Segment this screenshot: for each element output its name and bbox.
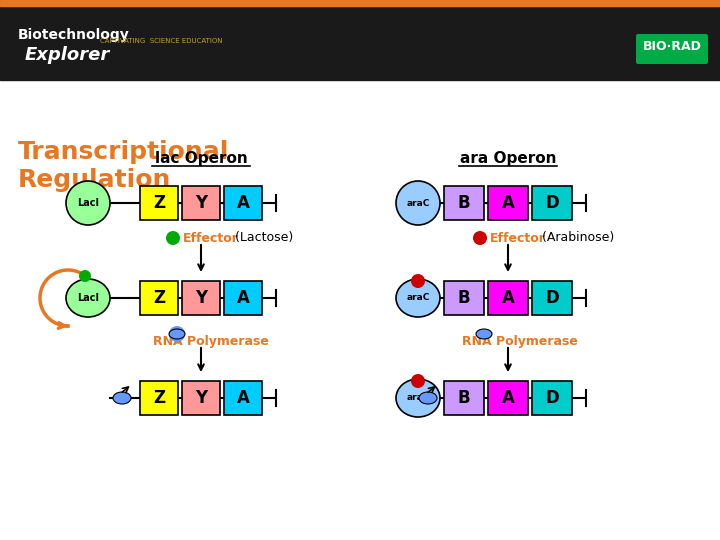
Text: araC: araC — [406, 199, 430, 207]
Circle shape — [166, 231, 180, 245]
Bar — [0, 0, 720, 6]
Text: A: A — [237, 194, 249, 212]
Text: A: A — [502, 389, 514, 407]
Ellipse shape — [476, 329, 492, 339]
Circle shape — [169, 326, 185, 342]
Text: A: A — [502, 289, 514, 307]
Text: (Lactose): (Lactose) — [231, 232, 293, 245]
FancyBboxPatch shape — [444, 186, 484, 220]
Ellipse shape — [396, 379, 440, 417]
Ellipse shape — [169, 329, 185, 339]
FancyBboxPatch shape — [488, 381, 528, 415]
Text: D: D — [545, 389, 559, 407]
Circle shape — [411, 374, 425, 388]
FancyBboxPatch shape — [532, 381, 572, 415]
Text: lac Operon: lac Operon — [155, 151, 248, 166]
FancyBboxPatch shape — [224, 381, 262, 415]
Text: BIO·RAD: BIO·RAD — [642, 40, 701, 53]
Circle shape — [473, 231, 487, 245]
Text: araC: araC — [406, 394, 430, 402]
Text: Effector: Effector — [490, 232, 546, 245]
Text: ara Operon: ara Operon — [460, 151, 557, 166]
FancyBboxPatch shape — [488, 281, 528, 315]
FancyBboxPatch shape — [224, 186, 262, 220]
FancyBboxPatch shape — [532, 186, 572, 220]
Text: RNA Polymerase: RNA Polymerase — [462, 335, 578, 348]
Circle shape — [396, 181, 440, 225]
FancyBboxPatch shape — [444, 281, 484, 315]
FancyBboxPatch shape — [636, 34, 708, 64]
Ellipse shape — [396, 279, 440, 317]
Text: D: D — [545, 289, 559, 307]
FancyBboxPatch shape — [224, 281, 262, 315]
Text: A: A — [502, 194, 514, 212]
FancyBboxPatch shape — [140, 281, 178, 315]
Text: A: A — [237, 289, 249, 307]
FancyBboxPatch shape — [532, 281, 572, 315]
Text: Z: Z — [153, 289, 165, 307]
FancyBboxPatch shape — [182, 381, 220, 415]
Text: Y: Y — [195, 289, 207, 307]
Ellipse shape — [419, 392, 437, 404]
Text: LacI: LacI — [77, 293, 99, 303]
FancyBboxPatch shape — [140, 186, 178, 220]
FancyBboxPatch shape — [182, 186, 220, 220]
Text: D: D — [545, 194, 559, 212]
FancyBboxPatch shape — [444, 381, 484, 415]
FancyBboxPatch shape — [140, 381, 178, 415]
Text: Y: Y — [195, 389, 207, 407]
Circle shape — [79, 270, 91, 282]
Text: (Arabinose): (Arabinose) — [538, 232, 614, 245]
Text: Biotechnology: Biotechnology — [18, 28, 130, 42]
Text: Y: Y — [195, 194, 207, 212]
Text: Z: Z — [153, 389, 165, 407]
Circle shape — [411, 274, 425, 288]
Text: Effector: Effector — [183, 232, 239, 245]
Text: B: B — [458, 389, 470, 407]
Text: A: A — [237, 389, 249, 407]
Text: LacI: LacI — [77, 198, 99, 208]
Text: B: B — [458, 289, 470, 307]
Text: CAPTIVATING  SCIENCE EDUCATION: CAPTIVATING SCIENCE EDUCATION — [100, 38, 222, 44]
FancyBboxPatch shape — [488, 186, 528, 220]
Text: B: B — [458, 194, 470, 212]
Text: Z: Z — [153, 194, 165, 212]
Text: Transcriptional
Regulation: Transcriptional Regulation — [18, 140, 230, 192]
Ellipse shape — [113, 392, 131, 404]
Circle shape — [66, 181, 110, 225]
Text: RNA Polymerase: RNA Polymerase — [153, 335, 269, 348]
Text: Explorer: Explorer — [25, 46, 110, 64]
Bar — [0, 0, 720, 80]
FancyBboxPatch shape — [182, 281, 220, 315]
Ellipse shape — [66, 279, 110, 317]
Text: araC: araC — [406, 294, 430, 302]
